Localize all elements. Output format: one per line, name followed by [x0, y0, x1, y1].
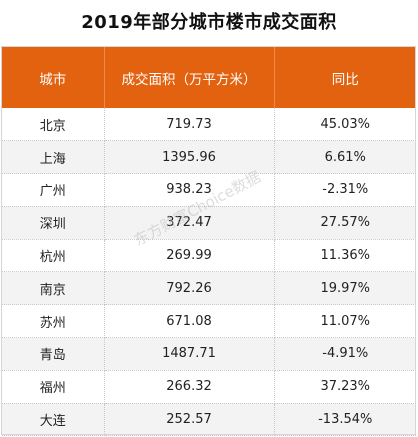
cell-yoy: 6.61%: [274, 140, 416, 175]
cell-area: 372.47: [104, 206, 275, 240]
page-title: 2019年部分城市楼市成交面积: [81, 12, 337, 33]
table-row: 北京 719.73 45.03%: [2, 108, 416, 142]
cell-yoy: 11.07%: [274, 304, 416, 339]
cell-yoy: 27.57%: [274, 206, 416, 240]
table-row: 深圳 372.47 27.57%: [2, 206, 416, 240]
cell-yoy: 19.97%: [274, 271, 416, 306]
cell-city: 苏州: [2, 304, 105, 339]
cell-area: 252.57: [104, 403, 275, 437]
table-row: 上海 1395.96 6.61%: [2, 140, 416, 175]
cell-area: 719.73: [104, 108, 275, 142]
header-city: 城市: [2, 47, 105, 108]
cell-yoy: -2.31%: [274, 173, 416, 207]
cell-area: 938.23: [104, 173, 275, 207]
cell-city: 大连: [2, 403, 105, 437]
table-header-row: 城市 成交面积（万平方米） 同比: [2, 47, 416, 108]
table-row: 福州 266.32 37.23%: [2, 370, 416, 404]
cell-yoy: 11.36%: [274, 239, 416, 273]
table-row: 青岛 1487.71 -4.91%: [2, 337, 416, 371]
cell-area: 671.08: [104, 304, 275, 339]
area-table: 城市 成交面积（万平方米） 同比 北京 719.73 45.03% 上海 1395.96…: [2, 47, 416, 437]
cell-area: 266.32: [104, 370, 275, 404]
cell-yoy: -4.91%: [274, 337, 416, 371]
cell-city: 南京: [2, 271, 105, 306]
cell-city: 上海: [2, 140, 105, 175]
cell-yoy: -13.54%: [274, 403, 416, 437]
cell-city: 福州: [2, 370, 105, 404]
table-row: 杭州 269.99 11.36%: [2, 239, 416, 273]
cell-area: 792.26: [104, 271, 275, 306]
table-row: 苏州 671.08 11.07%: [2, 304, 416, 339]
cell-yoy: 37.23%: [274, 370, 416, 404]
cell-city: 深圳: [2, 206, 105, 240]
cell-city: 青岛: [2, 337, 105, 371]
table-row: 南京 792.26 19.97%: [2, 271, 416, 306]
header-yoy: 同比: [331, 71, 359, 88]
header-area: 成交面积（万平方米）: [104, 47, 275, 108]
table-row: 大连 252.57 -13.54%: [2, 403, 416, 437]
table-row: 广州 938.23 -2.31%: [2, 173, 416, 207]
cell-city: 北京: [2, 108, 105, 142]
cell-area: 1395.96: [104, 140, 275, 175]
cell-area: 1487.71: [104, 337, 275, 371]
cell-city: 杭州: [2, 239, 105, 273]
cell-city: 广州: [2, 173, 105, 207]
cell-yoy: 45.03%: [274, 108, 416, 142]
cell-area: 269.99: [104, 239, 275, 273]
table-body: 北京 719.73 45.03% 上海 1395.96 6.61% 广州 938.23 -2.3…: [2, 108, 416, 437]
